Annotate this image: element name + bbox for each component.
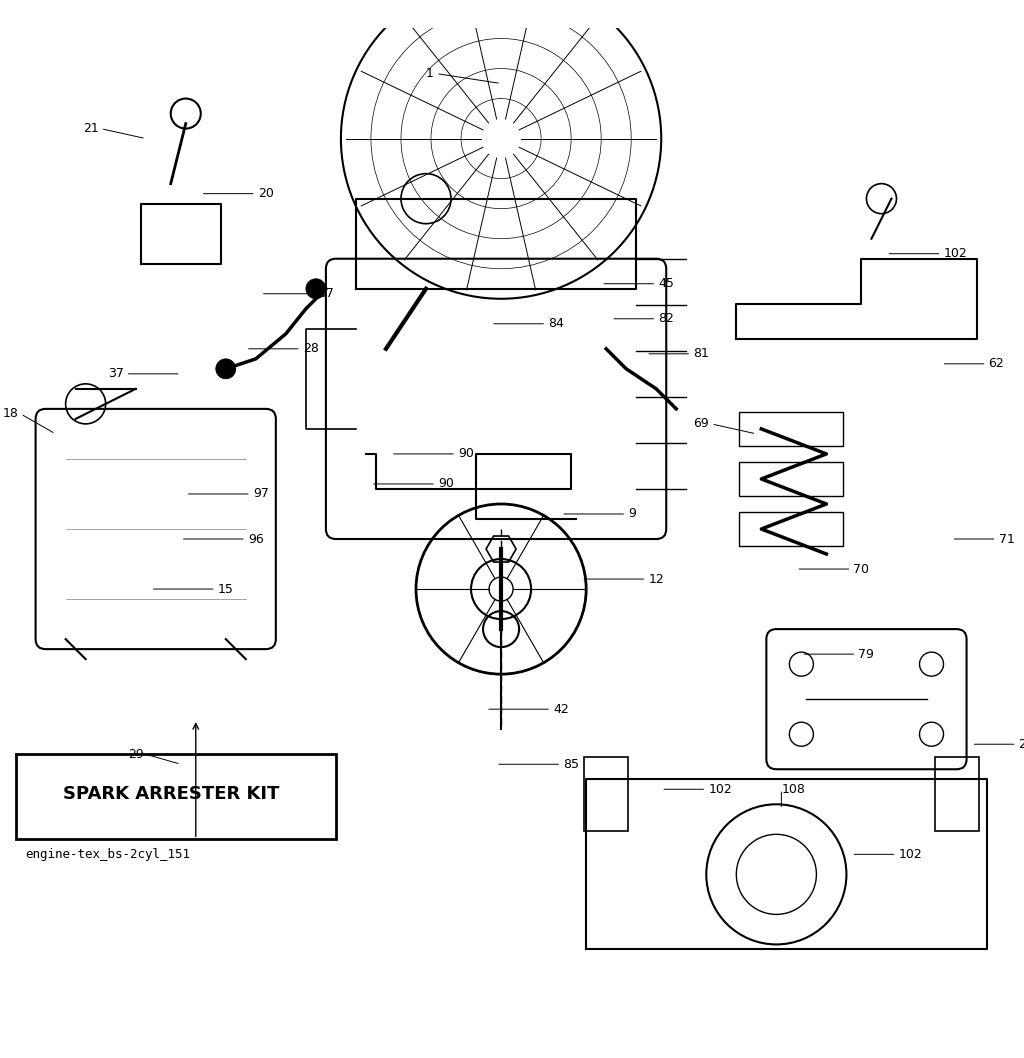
Text: 90: 90 bbox=[438, 477, 454, 491]
Text: 29: 29 bbox=[128, 748, 143, 761]
Text: 37: 37 bbox=[317, 288, 334, 300]
Text: 15: 15 bbox=[218, 583, 233, 596]
Text: 69: 69 bbox=[693, 418, 710, 431]
Text: 45: 45 bbox=[658, 277, 674, 290]
Text: 108: 108 bbox=[781, 783, 805, 796]
Text: 102: 102 bbox=[898, 847, 923, 861]
Circle shape bbox=[216, 359, 236, 379]
Circle shape bbox=[306, 278, 326, 298]
Text: 102: 102 bbox=[943, 248, 968, 260]
Text: 20: 20 bbox=[258, 187, 273, 200]
Text: 82: 82 bbox=[658, 312, 674, 325]
Text: 96: 96 bbox=[248, 532, 263, 546]
Text: 2: 2 bbox=[1019, 737, 1024, 751]
Text: 21: 21 bbox=[83, 122, 98, 135]
Text: SPARK ARRESTER KIT: SPARK ARRESTER KIT bbox=[62, 785, 279, 803]
Text: 102: 102 bbox=[709, 783, 732, 796]
Bar bbox=[15, 754, 336, 839]
Text: 79: 79 bbox=[858, 647, 874, 660]
Text: 81: 81 bbox=[693, 347, 710, 361]
Text: 28: 28 bbox=[303, 343, 318, 355]
Text: 85: 85 bbox=[563, 758, 580, 770]
Text: engine-tex_bs-2cyl_151: engine-tex_bs-2cyl_151 bbox=[26, 847, 190, 861]
Text: 18: 18 bbox=[3, 407, 18, 420]
Text: 97: 97 bbox=[253, 488, 268, 500]
Text: 9: 9 bbox=[628, 508, 636, 521]
Text: 71: 71 bbox=[998, 532, 1015, 546]
Text: 70: 70 bbox=[853, 563, 869, 576]
Text: 62: 62 bbox=[988, 358, 1005, 370]
Text: 90: 90 bbox=[458, 448, 474, 460]
Text: 84: 84 bbox=[548, 317, 564, 330]
Text: 42: 42 bbox=[553, 703, 569, 715]
Text: 12: 12 bbox=[648, 572, 664, 585]
Text: 1: 1 bbox=[426, 67, 434, 80]
Text: 37: 37 bbox=[108, 367, 124, 380]
